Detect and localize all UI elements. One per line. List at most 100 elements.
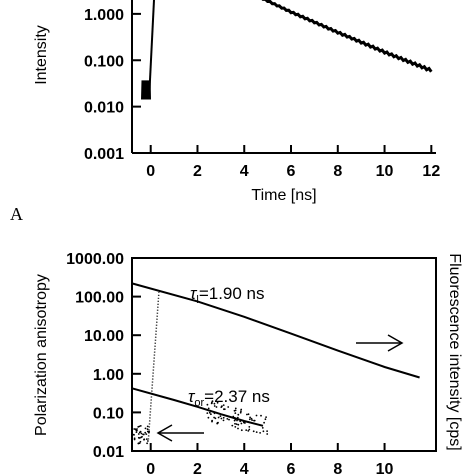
noise-dot xyxy=(137,436,140,439)
noise-dot xyxy=(252,430,255,433)
noise-dot xyxy=(222,416,225,419)
noise-dot xyxy=(247,430,250,432)
noise-dot xyxy=(265,416,267,418)
panel-b-y-ticks: 0.01 0.10 1.00 10.00 100.00 1000.00 xyxy=(66,251,141,461)
noise-dot xyxy=(255,431,258,433)
noise-dot xyxy=(234,412,237,414)
noise-dot xyxy=(223,414,226,417)
noise-dot xyxy=(211,419,214,422)
panel-b-y-label-right: Fluorescence intensity [cps] xyxy=(446,253,463,450)
x-tick-label: 8 xyxy=(333,163,342,180)
panel-b-fluorescence-curve xyxy=(131,282,420,379)
noise-dot xyxy=(134,428,137,430)
noise-dot xyxy=(207,416,210,419)
noise-dot xyxy=(138,442,141,445)
noise-dot xyxy=(139,430,142,433)
y-tick-label: 0.01 xyxy=(93,444,124,461)
noise-dot xyxy=(227,406,230,408)
noise-dot xyxy=(210,402,213,405)
noise-dot xyxy=(237,413,240,416)
noise-dot xyxy=(234,426,237,428)
noise-dot xyxy=(246,413,248,416)
x-tick-label: 0 xyxy=(146,163,155,180)
noise-dot xyxy=(259,432,261,434)
noise-dot xyxy=(255,414,258,417)
noise-dot xyxy=(249,416,252,419)
noise-dot xyxy=(228,418,230,421)
noise-dot xyxy=(145,433,148,435)
panel-a-y-label: Intensity xyxy=(33,25,50,85)
y-tick-label: 100.00 xyxy=(75,290,124,307)
panel-b-annotation-tau-l: τl=1.90 ns xyxy=(190,284,265,306)
noise-dot xyxy=(211,400,214,403)
noise-dot xyxy=(248,418,251,421)
noise-dot xyxy=(146,442,149,445)
noise-dot xyxy=(245,429,248,431)
noise-dot xyxy=(236,416,239,419)
x-tick-label: 6 xyxy=(287,163,296,180)
noise-dot xyxy=(266,430,268,432)
y-tick-label: 0.010 xyxy=(84,100,124,117)
noise-dot xyxy=(143,438,146,441)
noise-dot xyxy=(136,428,138,430)
panel-b-x-ticks: 0 2 4 6 8 10 xyxy=(146,443,394,474)
y-tick-label: 0.10 xyxy=(93,405,124,422)
noise-dot xyxy=(262,430,265,433)
noise-dot xyxy=(235,423,238,425)
noise-dot xyxy=(139,425,142,427)
noise-dot xyxy=(261,427,264,429)
noise-dot xyxy=(233,419,236,422)
noise-dot xyxy=(260,414,262,417)
noise-dot xyxy=(236,419,238,422)
noise-dot xyxy=(222,404,225,406)
noise-dot xyxy=(140,432,143,435)
noise-dot xyxy=(243,420,245,423)
noise-dot xyxy=(263,421,265,424)
noise-dot xyxy=(146,428,149,431)
noise-dot xyxy=(231,424,234,427)
noise-dot xyxy=(244,422,246,424)
noise-dot xyxy=(137,433,140,435)
noise-dot xyxy=(253,419,255,422)
noise-dot xyxy=(208,411,211,414)
noise-dot xyxy=(138,425,141,428)
x-tick-label: 10 xyxy=(376,461,394,474)
noise-dot xyxy=(237,427,239,430)
noise-dot xyxy=(248,428,251,431)
noise-dot xyxy=(247,413,250,416)
noise-dot xyxy=(240,408,243,411)
noise-dot xyxy=(226,418,229,420)
panel-b-arrow-right-icon xyxy=(356,334,404,352)
x-tick-label: 10 xyxy=(376,163,394,180)
noise-dot xyxy=(142,433,144,436)
x-tick-label: 12 xyxy=(422,163,440,180)
noise-dot xyxy=(251,419,254,421)
noise-dot xyxy=(241,419,244,422)
noise-dot xyxy=(141,435,143,438)
noise-dot xyxy=(234,407,237,410)
panel-a-letter: A xyxy=(10,204,23,224)
noise-dot xyxy=(216,401,219,404)
panel-b-arrow-left-icon xyxy=(156,424,204,442)
noise-dot xyxy=(215,406,218,408)
x-tick-label: 6 xyxy=(287,461,296,474)
noise-dot xyxy=(237,423,240,426)
noise-dot xyxy=(240,429,243,432)
noise-dot xyxy=(250,417,253,420)
noise-dot xyxy=(219,415,222,417)
x-tick-label: 4 xyxy=(240,163,249,180)
noise-dot xyxy=(234,409,237,412)
noise-dot xyxy=(213,412,216,415)
y-tick-label: 1.00 xyxy=(93,367,124,384)
noise-dot xyxy=(146,425,149,428)
noise-dot xyxy=(206,403,209,406)
noise-dot xyxy=(217,416,220,419)
x-tick-label: 2 xyxy=(193,163,202,180)
panel-b-rise-dots xyxy=(147,292,160,440)
x-tick-label: 4 xyxy=(240,461,249,474)
noise-dot xyxy=(206,412,209,414)
noise-dot xyxy=(213,402,216,405)
noise-dot xyxy=(213,416,216,419)
panel-a-baseline-curve xyxy=(141,80,151,100)
noise-dot xyxy=(264,418,267,421)
